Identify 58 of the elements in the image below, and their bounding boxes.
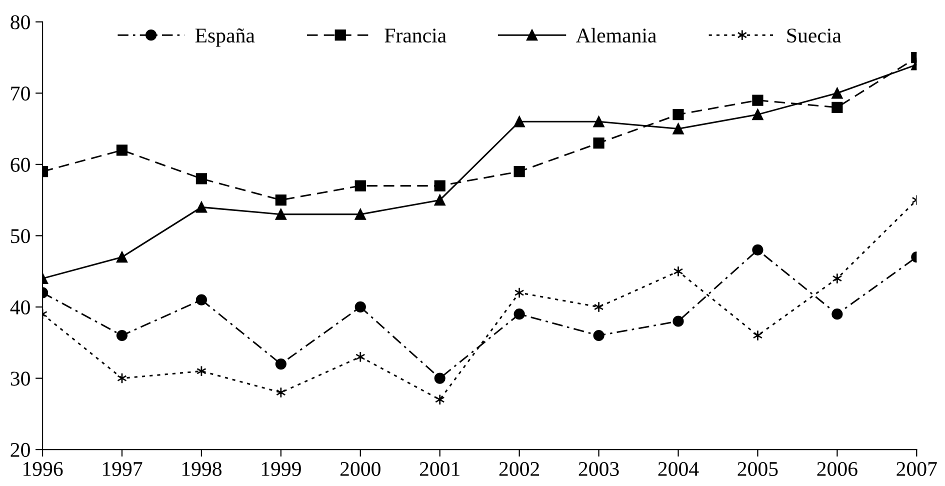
point — [196, 294, 208, 306]
point — [593, 116, 604, 128]
point — [116, 252, 128, 263]
point — [116, 330, 128, 342]
point — [832, 88, 843, 99]
y-tick-label: 60 — [10, 158, 30, 172]
y-tick-label: 20 — [10, 442, 30, 457]
point — [752, 330, 763, 342]
y-tick-label: 70 — [11, 86, 30, 101]
x-tick-label: 1999 — [262, 462, 301, 476]
point — [275, 208, 286, 220]
point — [594, 301, 604, 313]
point — [116, 144, 128, 156]
point — [832, 272, 842, 284]
point — [354, 208, 366, 220]
y-tick-label: 80 — [10, 15, 30, 30]
legend-label: Alemania — [576, 28, 656, 43]
point — [354, 301, 366, 313]
point — [752, 108, 764, 120]
point — [514, 166, 525, 178]
point — [672, 123, 684, 134]
point — [514, 308, 525, 320]
y-tick-label: 30 — [10, 372, 30, 386]
legend-label: Francia — [384, 28, 446, 43]
x-tick-label: 2000 — [340, 462, 380, 476]
point — [276, 386, 286, 398]
x-tick-label: 2003 — [578, 462, 619, 476]
x-tick-label: 2006 — [817, 462, 858, 476]
x-tick-label: 1998 — [182, 462, 222, 476]
point — [832, 308, 843, 320]
legend-label: Suecia — [787, 28, 842, 43]
point — [275, 358, 286, 370]
y-tick-label: 40 — [10, 300, 30, 314]
x-tick-label: 1997 — [102, 462, 142, 476]
x-tick-label: 2004 — [658, 462, 699, 476]
point — [434, 394, 445, 406]
y-tick-label: 50 — [11, 229, 30, 244]
point — [593, 330, 604, 342]
point — [434, 372, 446, 384]
x-tick-label: 2001 — [420, 462, 460, 476]
point — [434, 180, 446, 192]
point — [672, 316, 684, 327]
x-tick-label: 2007 — [896, 462, 937, 476]
point — [832, 102, 843, 113]
point — [752, 244, 764, 256]
x-tick-label: 2005 — [738, 462, 778, 476]
point — [752, 94, 764, 106]
point — [275, 194, 286, 206]
point — [593, 137, 604, 149]
point — [434, 194, 446, 206]
point — [196, 173, 208, 184]
legend-label: España — [195, 28, 255, 47]
x-tick-label: 2002 — [499, 462, 540, 476]
point — [672, 108, 684, 120]
point — [514, 116, 525, 128]
point — [354, 180, 366, 192]
point — [196, 202, 208, 213]
x-tick-label: 1996 — [24, 462, 63, 476]
